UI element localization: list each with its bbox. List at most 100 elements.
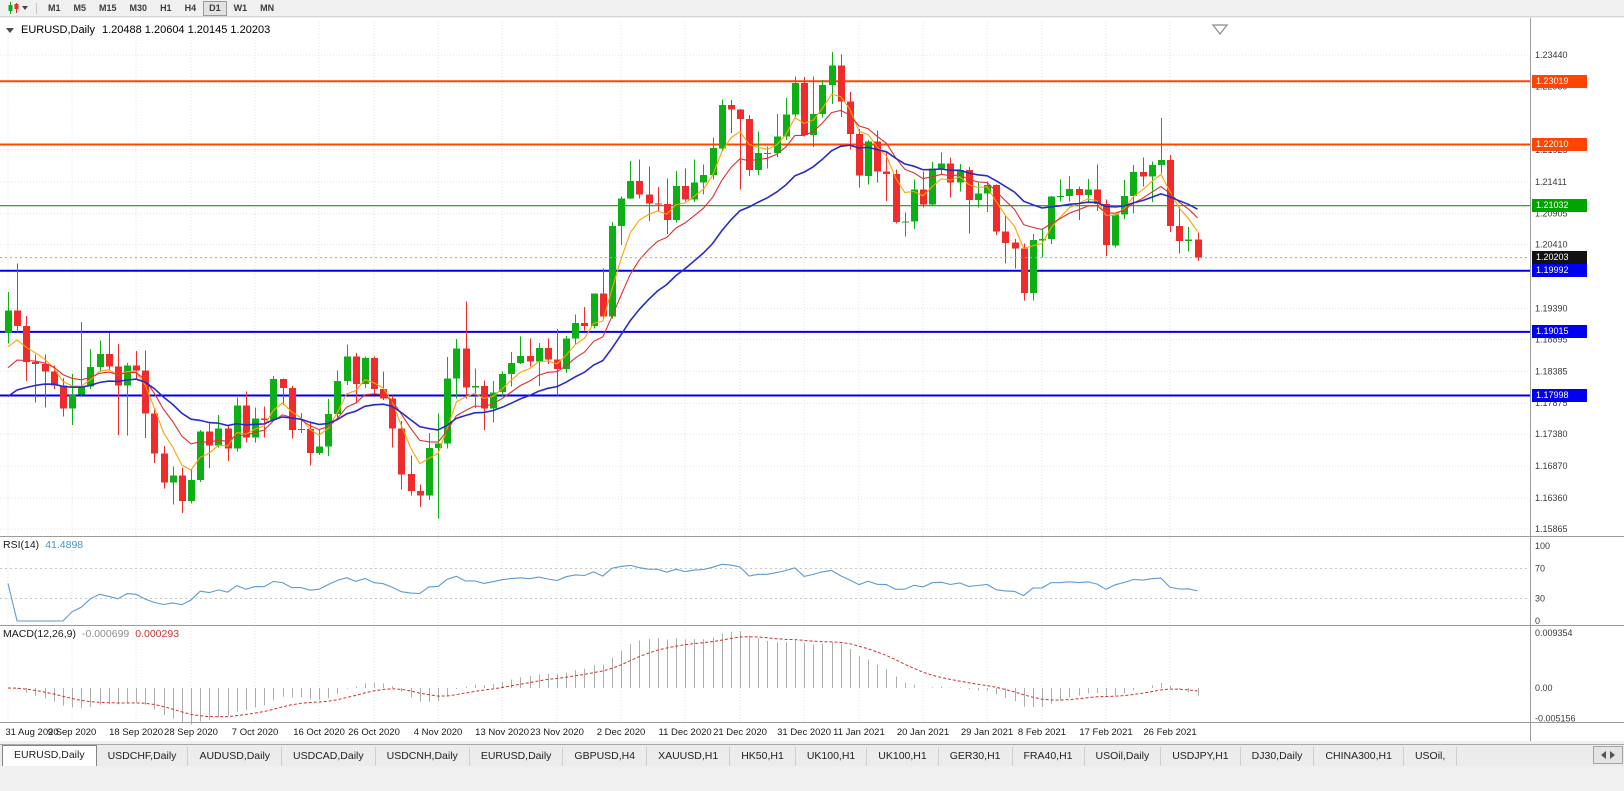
macd-title: MACD(12,26,9) <box>3 628 76 640</box>
candle-bearish <box>371 357 378 390</box>
candle-bullish <box>911 189 918 222</box>
candle-bullish <box>764 153 771 155</box>
timeframe-button-m15[interactable]: M15 <box>99 2 117 13</box>
candle-bullish <box>1048 196 1055 239</box>
candle-bullish <box>69 394 76 409</box>
chart-ohlc-header: EURUSD,Daily 1.20488 1.20604 1.20145 1.2… <box>6 24 270 36</box>
candle-bearish <box>682 185 689 200</box>
price-tick-label: 1.18385 <box>1535 366 1568 376</box>
candle-bullish <box>984 185 991 194</box>
timeframe-button-m5[interactable]: M5 <box>73 2 87 13</box>
symbol-tab-usdchf-daily[interactable]: USDCHF,Daily <box>97 747 189 766</box>
candle-bearish <box>646 194 653 204</box>
timeframe-button-w1[interactable]: W1 <box>233 2 248 13</box>
chart-type-button[interactable] <box>4 1 31 15</box>
rsi-line <box>7 563 1198 622</box>
timeframe-button-h1[interactable]: H1 <box>160 2 172 13</box>
candle-bullish <box>1057 195 1064 197</box>
candle-bearish <box>838 65 845 102</box>
tab-scroll-buttons[interactable] <box>1593 746 1623 764</box>
timeframe-button-m1[interactable]: M1 <box>48 2 61 13</box>
panel-separators[interactable] <box>0 18 1624 741</box>
symbol-tab-usdcnh-daily[interactable]: USDCNH,Daily <box>376 747 470 766</box>
date-label: 9 Sep 2020 <box>48 727 97 738</box>
candle-bullish <box>325 414 332 447</box>
candle-bearish <box>307 429 314 453</box>
candle-bullish <box>517 356 524 363</box>
rsi-axis-label: 30 <box>1535 594 1545 604</box>
candle-bearish <box>856 133 863 176</box>
symbol-tab-audusd-daily[interactable]: AUDUSD,Daily <box>188 747 283 766</box>
candle-bearish <box>179 475 186 502</box>
symbol-tab-usoil[interactable]: USOil, <box>1404 747 1458 766</box>
symbol-tab-china300-h1[interactable]: CHINA300,H1 <box>1314 747 1404 766</box>
symbol-tab-dj30-daily[interactable]: DJ30,Daily <box>1241 747 1315 766</box>
candle-bearish <box>883 171 890 174</box>
symbol-tab-gbpusd-h4[interactable]: GBPUSD,H4 <box>563 747 648 766</box>
symbol-tab-uk100-h1[interactable]: UK100,H1 <box>867 747 939 766</box>
symbol-tab-eurusd-daily[interactable]: EURUSD,Daily <box>470 747 564 766</box>
candle-bearish <box>737 109 744 119</box>
symbol-tab-ger30-h1[interactable]: GER30,H1 <box>939 747 1013 766</box>
symbol-tab-bar: EURUSD,Daily USDCHF,Daily AUDUSD,Daily USDC… <box>0 744 1624 766</box>
candle-bullish <box>334 381 341 415</box>
date-label: 8 Feb 2021 <box>1018 727 1066 738</box>
candle-bullish <box>270 379 277 420</box>
candle-bearish <box>1021 248 1028 293</box>
symbol-tab-fra40-h1[interactable]: FRA40,H1 <box>1013 747 1085 766</box>
candle-bearish <box>554 359 561 370</box>
ma-slow-line <box>7 144 1198 431</box>
date-label: 31 Aug 2020 <box>5 727 58 738</box>
date-label: 29 Jan 2021 <box>961 727 1013 738</box>
candle-bullish <box>829 65 836 85</box>
timeframe-button-m30[interactable]: M30 <box>129 2 148 13</box>
candle-bearish <box>289 387 296 430</box>
chart-canvas[interactable]: 1.23440 1.22939 1.21925 1.21411 1.20905 1.204… <box>0 18 1624 741</box>
chart-shift-marker[interactable] <box>1211 24 1229 35</box>
candle-bearish <box>1094 189 1101 204</box>
candle-bullish <box>627 180 634 199</box>
date-label: 26 Oct 2020 <box>348 727 400 738</box>
price-axis[interactable]: 1.23440 1.22939 1.21925 1.21411 1.20905 1.204… <box>1535 50 1576 723</box>
candle-bullish <box>5 310 12 333</box>
candle-bearish <box>545 347 552 360</box>
symbol-tab-uk100-h1[interactable]: UK100,H1 <box>796 747 868 766</box>
chart-window[interactable]: 1.23440 1.22939 1.21925 1.21411 1.20905 1.204… <box>0 18 1624 741</box>
timeframe-button-mn[interactable]: MN <box>260 2 275 13</box>
price-tick-label: 1.16870 <box>1535 461 1568 471</box>
candle-bullish <box>472 386 479 388</box>
date-label: 18 Sep 2020 <box>109 727 163 738</box>
candle-bullish <box>444 378 451 444</box>
candle-bullish <box>609 225 616 317</box>
candle-bullish <box>755 153 762 171</box>
candle-bullish <box>1039 239 1046 241</box>
symbol-tab-usdcad-daily[interactable]: USDCAD,Daily <box>282 747 376 766</box>
symbol-tab-eurusd-daily[interactable]: EURUSD,Daily <box>2 745 97 766</box>
candle-bullish <box>902 221 909 223</box>
candle-bullish <box>563 338 570 370</box>
candle-bullish <box>1112 214 1119 246</box>
symbol-tab-usoil-daily[interactable]: USOil,Daily <box>1085 747 1162 766</box>
timeframe-button-d1[interactable]: D1 <box>203 0 227 16</box>
candle-bearish <box>463 348 470 388</box>
candle-bearish <box>14 310 21 326</box>
candle-bullish <box>1185 239 1192 241</box>
candle-bearish <box>408 474 415 492</box>
candle-bearish <box>60 385 67 409</box>
candle-bearish <box>161 453 168 483</box>
candle-bearish <box>893 173 900 223</box>
candle-bearish <box>847 101 854 134</box>
symbol-tab-hk50-h1[interactable]: HK50,H1 <box>730 747 796 766</box>
symbol-tab-usdjpy-h1[interactable]: USDJPY,H1 <box>1161 747 1241 766</box>
date-label: 28 Sep 2020 <box>164 727 218 738</box>
candle-bullish <box>78 386 85 395</box>
candle-bullish <box>124 365 131 386</box>
candle-bullish <box>572 322 579 339</box>
rsi-axis-label: 0 <box>1535 616 1540 626</box>
candle-bearish <box>993 185 1000 232</box>
symbol-tab-xauusd-h1[interactable]: XAUUSD,H1 <box>647 747 731 766</box>
candle-bullish <box>1130 172 1137 196</box>
timeframe-button-h4[interactable]: H4 <box>184 2 197 13</box>
candle-bullish <box>865 141 872 176</box>
